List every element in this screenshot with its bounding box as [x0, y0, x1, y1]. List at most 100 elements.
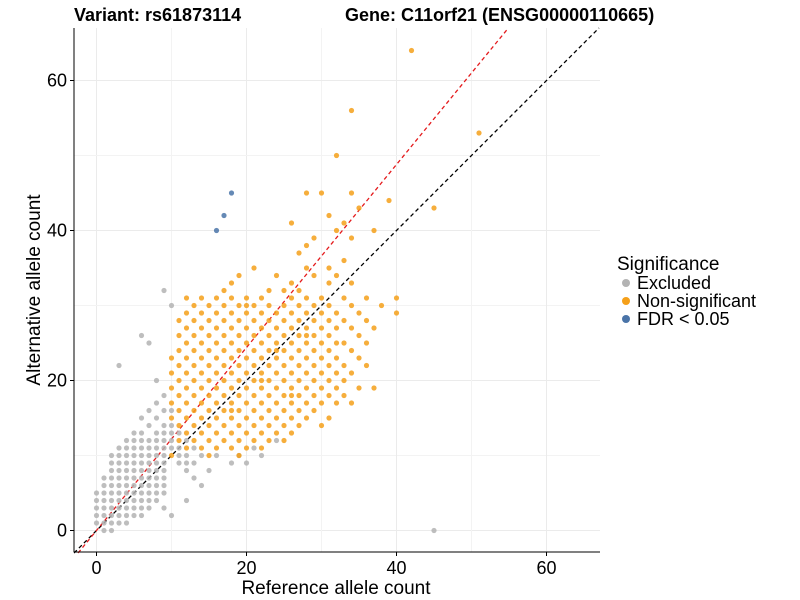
data-point [183, 497, 190, 504]
data-point [266, 287, 272, 294]
data-point [311, 272, 317, 279]
data-point [198, 325, 205, 331]
data-point [318, 400, 325, 406]
data-point [191, 437, 197, 444]
data-point [251, 422, 257, 429]
data-point [266, 437, 272, 444]
data-point [183, 430, 190, 436]
data-point [236, 377, 242, 384]
data-point [138, 512, 145, 519]
data-point [341, 362, 347, 369]
chart-title-variant: Variant: rs61873114 [74, 5, 241, 25]
data-point [116, 467, 122, 474]
data-point [228, 370, 235, 376]
data-point [183, 295, 190, 301]
data-point [266, 302, 272, 309]
y-tick-label: 0 [57, 521, 67, 541]
data-point [326, 392, 332, 399]
data-point [348, 347, 355, 354]
data-point [108, 467, 115, 474]
data-point [198, 400, 205, 406]
data-point [116, 512, 122, 519]
data-point [281, 287, 287, 294]
data-point [206, 347, 212, 354]
data-point [348, 107, 355, 114]
data-point [116, 362, 122, 369]
data-point [363, 362, 370, 369]
reference-line-2 [77, 27, 509, 554]
data-point [303, 242, 310, 249]
data-point [213, 370, 220, 376]
data-point [236, 362, 242, 369]
data-point [296, 347, 302, 354]
data-point [228, 385, 235, 391]
data-point [123, 475, 130, 481]
data-point [281, 392, 287, 399]
data-point [146, 497, 152, 504]
x-axis-ticks: 0 20 40 60 [91, 552, 557, 578]
data-point [221, 347, 227, 354]
data-point [176, 445, 182, 451]
data-point [93, 512, 100, 519]
data-point [108, 452, 115, 459]
data-point [108, 475, 115, 481]
data-point [161, 490, 167, 496]
data-point [288, 280, 295, 286]
data-point [311, 392, 317, 399]
data-point [123, 452, 130, 459]
data-point [198, 482, 205, 489]
data-point [116, 452, 122, 459]
data-point [273, 355, 280, 361]
data-point [303, 370, 310, 376]
data-point [303, 385, 310, 391]
data-point [123, 445, 130, 451]
data-point [123, 497, 130, 504]
data-point [161, 460, 167, 466]
data-point [228, 460, 235, 466]
data-point [311, 317, 317, 324]
data-point [168, 370, 175, 376]
data-point [108, 460, 115, 466]
data-point [101, 512, 107, 519]
data-point [221, 392, 227, 399]
data-point [116, 475, 122, 481]
data-point [251, 317, 257, 324]
data-point [258, 325, 265, 331]
data-point [273, 272, 280, 279]
data-point [101, 482, 107, 489]
data-point [318, 370, 325, 376]
data-point [176, 422, 182, 429]
data-point [243, 415, 250, 421]
data-point [251, 347, 257, 354]
data-point [191, 377, 197, 384]
data-point [348, 370, 355, 376]
data-point [131, 505, 137, 511]
data-point [296, 362, 302, 369]
data-point [153, 400, 160, 406]
data-point [273, 400, 280, 406]
data-point [191, 407, 197, 414]
data-point [333, 227, 340, 234]
data-point [296, 287, 302, 294]
data-point [266, 407, 272, 414]
data-point [213, 295, 220, 301]
data-point [228, 325, 235, 331]
data-point [318, 355, 325, 361]
data-point [146, 445, 152, 451]
data-point [341, 377, 347, 384]
data-point [168, 512, 175, 519]
data-point [236, 437, 242, 444]
data-point [281, 332, 287, 339]
data-point [153, 467, 160, 474]
data-point [131, 475, 137, 481]
data-point [191, 460, 197, 466]
data-point [168, 355, 175, 361]
data-point [363, 295, 370, 301]
data-point [228, 407, 235, 414]
data-point [258, 370, 265, 376]
data-point [131, 460, 137, 466]
data-point [131, 430, 137, 436]
data-point [288, 325, 295, 331]
data-point [183, 310, 190, 316]
data-point [311, 235, 317, 241]
